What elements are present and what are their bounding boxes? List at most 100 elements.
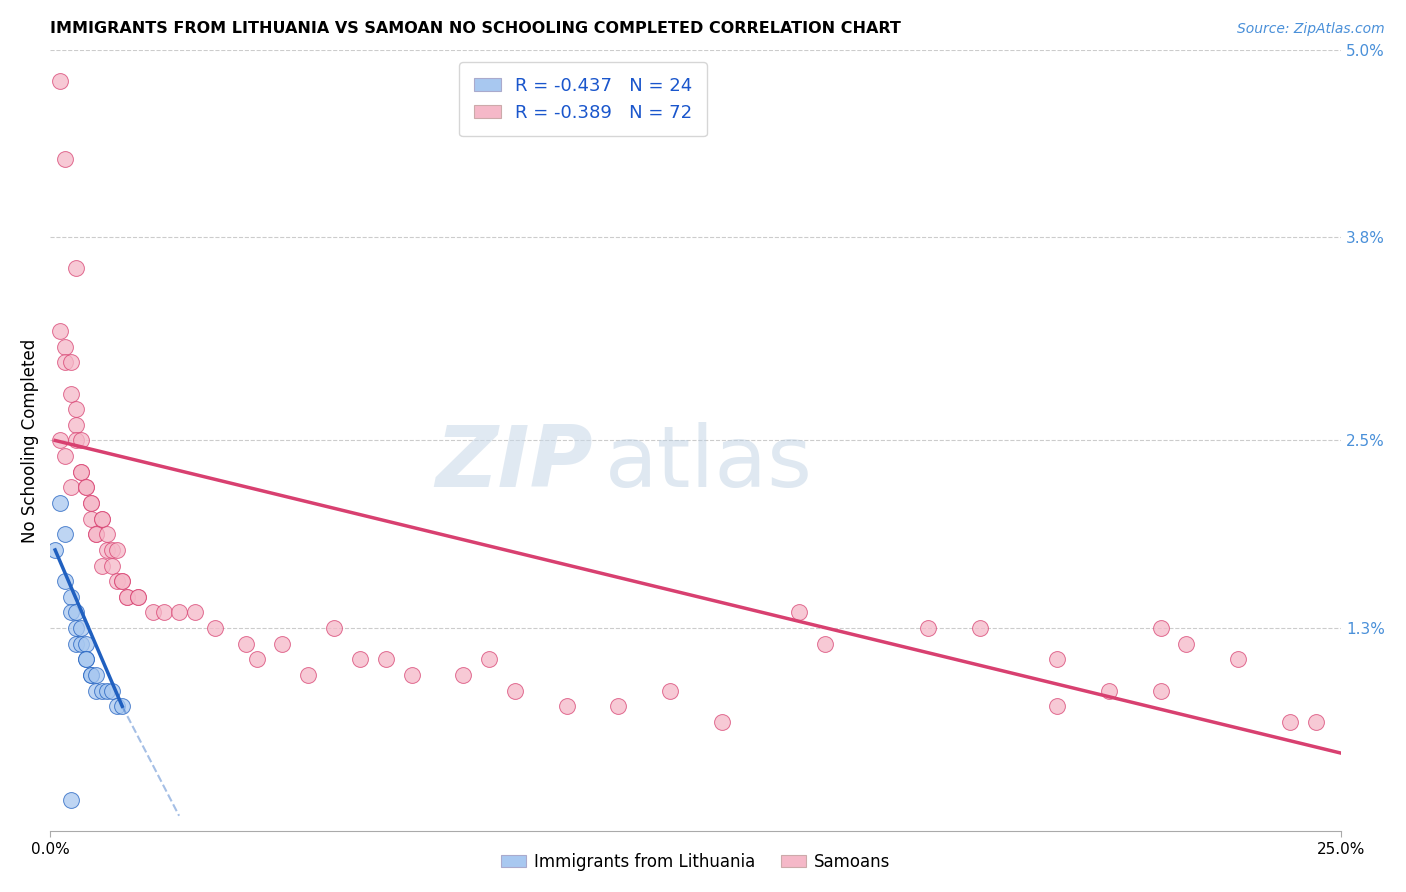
Point	[1149, 621, 1171, 635]
Point	[44, 543, 66, 558]
Point	[105, 699, 128, 714]
Point	[101, 558, 124, 573]
Point	[70, 465, 93, 479]
Point	[75, 480, 97, 494]
Point	[1149, 683, 1171, 698]
Point	[65, 621, 87, 635]
Point	[167, 606, 190, 620]
Point	[59, 606, 82, 620]
Point	[658, 683, 681, 698]
Point	[70, 465, 93, 479]
Text: atlas: atlas	[606, 423, 813, 506]
Point	[55, 574, 77, 589]
Point	[183, 606, 205, 620]
Point	[55, 449, 77, 463]
Point	[1278, 714, 1301, 729]
Point	[105, 574, 128, 589]
Point	[75, 652, 97, 666]
Text: ZIP: ZIP	[434, 423, 592, 506]
Point	[59, 355, 82, 369]
Point	[80, 668, 103, 682]
Point	[65, 434, 87, 448]
Point	[55, 527, 77, 541]
Point	[127, 590, 149, 604]
Point	[86, 683, 108, 698]
Point	[75, 480, 97, 494]
Point	[49, 434, 72, 448]
Point	[86, 527, 108, 541]
Point	[478, 652, 501, 666]
Point	[969, 621, 991, 635]
Point	[65, 637, 87, 651]
Point	[55, 355, 77, 369]
Point	[59, 386, 82, 401]
Point	[86, 527, 108, 541]
Point	[59, 590, 82, 604]
Point	[204, 621, 226, 635]
Point	[65, 417, 87, 432]
Point	[90, 558, 112, 573]
Point	[59, 480, 82, 494]
Point	[90, 511, 112, 525]
Point	[787, 606, 810, 620]
Point	[105, 543, 128, 558]
Point	[235, 637, 257, 651]
Point	[1098, 683, 1121, 698]
Point	[65, 606, 87, 620]
Point	[401, 668, 423, 682]
Point	[101, 543, 124, 558]
Point	[607, 699, 630, 714]
Point	[49, 74, 72, 88]
Point	[117, 590, 139, 604]
Point	[80, 668, 103, 682]
Text: IMMIGRANTS FROM LITHUANIA VS SAMOAN NO SCHOOLING COMPLETED CORRELATION CHART: IMMIGRANTS FROM LITHUANIA VS SAMOAN NO S…	[51, 21, 901, 36]
Point	[65, 402, 87, 417]
Point	[70, 637, 93, 651]
Point	[1305, 714, 1327, 729]
Point	[111, 574, 134, 589]
Point	[1046, 699, 1069, 714]
Point	[917, 621, 939, 635]
Point	[80, 496, 103, 510]
Point	[814, 637, 837, 651]
Point	[75, 637, 97, 651]
Point	[86, 668, 108, 682]
Point	[65, 261, 87, 276]
Point	[555, 699, 578, 714]
Point	[1227, 652, 1250, 666]
Point	[111, 699, 134, 714]
Point	[349, 652, 371, 666]
Point	[96, 543, 118, 558]
Point	[96, 683, 118, 698]
Text: Source: ZipAtlas.com: Source: ZipAtlas.com	[1237, 22, 1385, 37]
Point	[75, 652, 97, 666]
Point	[96, 527, 118, 541]
Point	[55, 152, 77, 166]
Point	[49, 324, 72, 338]
Point	[245, 652, 267, 666]
Point	[90, 683, 112, 698]
Point	[1175, 637, 1198, 651]
Point	[297, 668, 319, 682]
Point	[101, 683, 124, 698]
Point	[59, 793, 82, 807]
Y-axis label: No Schooling Completed: No Schooling Completed	[21, 338, 39, 542]
Point	[1046, 652, 1069, 666]
Point	[127, 590, 149, 604]
Point	[323, 621, 346, 635]
Point	[142, 606, 165, 620]
Point	[70, 434, 93, 448]
Point	[80, 496, 103, 510]
Point	[70, 621, 93, 635]
Point	[503, 683, 526, 698]
Point	[271, 637, 294, 651]
Point	[111, 574, 134, 589]
Point	[117, 590, 139, 604]
Point	[710, 714, 733, 729]
Legend: Immigrants from Lithuania, Samoans: Immigrants from Lithuania, Samoans	[495, 847, 897, 878]
Point	[55, 340, 77, 354]
Point	[90, 511, 112, 525]
Point	[49, 496, 72, 510]
Point	[374, 652, 396, 666]
Point	[451, 668, 474, 682]
